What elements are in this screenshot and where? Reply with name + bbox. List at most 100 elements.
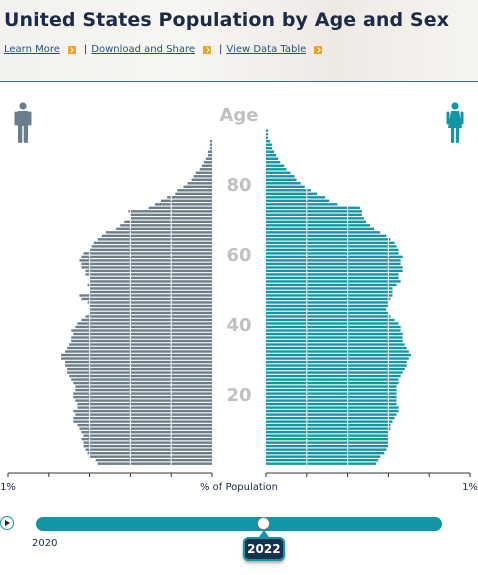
- female-bar: [266, 427, 391, 430]
- male-bar: [71, 378, 213, 381]
- chevron-right-icon[interactable]: [67, 45, 76, 54]
- male-bar: [71, 339, 213, 343]
- male-bar: [75, 413, 212, 416]
- female-bar: [266, 175, 295, 178]
- page-title: United States Population by Age and Sex: [4, 9, 450, 31]
- female-bar: [266, 133, 269, 136]
- female-bar: [266, 406, 399, 409]
- male-bar: [89, 304, 212, 308]
- male-bar: [73, 381, 212, 385]
- male-bar: [73, 416, 212, 420]
- female-bar: [266, 434, 389, 437]
- male-bar: [73, 395, 212, 399]
- female-bar: [266, 231, 381, 234]
- female-bar: [266, 203, 338, 206]
- female-bar: [266, 416, 395, 420]
- x-tick-label-left: 1%: [0, 482, 16, 493]
- age-tick-label: 80: [226, 175, 251, 196]
- male-bar: [93, 241, 212, 245]
- female-bar: [266, 213, 362, 217]
- female-bar: [266, 199, 330, 203]
- male-bar: [69, 374, 212, 378]
- age-tick-label: 60: [226, 245, 251, 266]
- female-bar: [266, 154, 277, 157]
- age-tick-label: 40: [226, 315, 251, 336]
- female-bar: [266, 360, 407, 364]
- male-bar: [83, 252, 212, 255]
- male-bar: [183, 185, 212, 188]
- female-bar: [266, 374, 401, 378]
- male-bar: [85, 269, 212, 273]
- male-bar: [81, 266, 212, 269]
- male-bar: [85, 273, 212, 276]
- female-bar: [266, 409, 399, 413]
- female-bar: [266, 385, 397, 388]
- female-bar: [266, 430, 389, 434]
- male-bar: [65, 360, 213, 364]
- view-data-table-link[interactable]: View Data Table: [226, 44, 307, 55]
- male-bar: [73, 332, 212, 336]
- female-bar: [266, 287, 393, 290]
- male-bar: [209, 147, 212, 150]
- male-bar: [154, 203, 212, 206]
- female-bar: [266, 269, 403, 273]
- male-bar: [83, 444, 212, 448]
- female-bar: [266, 413, 397, 416]
- male-bar: [75, 388, 212, 392]
- female-bar: [266, 280, 401, 283]
- learn-more-link[interactable]: Learn More: [4, 44, 60, 55]
- female-bar: [266, 451, 385, 455]
- female-bar: [266, 206, 360, 210]
- female-bar: [266, 241, 395, 245]
- male-bar: [128, 210, 212, 213]
- female-bar: [266, 171, 291, 174]
- male-bar: [75, 399, 212, 402]
- year-timeline-slider[interactable]: [36, 517, 442, 531]
- male-bar: [73, 420, 212, 423]
- female-bar: [266, 192, 317, 195]
- page-header: United States Population by Age and Sex …: [0, 0, 478, 82]
- male-bar: [71, 336, 213, 339]
- male-bar: [67, 371, 212, 374]
- male-bar: [61, 353, 212, 357]
- female-bar: [266, 441, 389, 444]
- male-bar: [105, 231, 212, 234]
- male-bar: [77, 402, 212, 406]
- male-bar: [65, 364, 213, 367]
- male-bar: [205, 157, 212, 160]
- female-bar: [266, 371, 403, 374]
- male-bar: [97, 238, 212, 241]
- female-bar: [266, 189, 311, 192]
- male-bar: [89, 287, 212, 290]
- download-share-link[interactable]: Download and Share: [91, 44, 196, 55]
- male-bar: [67, 346, 212, 350]
- chevron-right-icon[interactable]: [314, 45, 323, 54]
- male-bar: [116, 227, 212, 231]
- male-bar: [148, 206, 212, 210]
- female-bar: [266, 210, 362, 213]
- female-bar: [266, 399, 397, 402]
- female-bar: [266, 227, 375, 231]
- female-bar: [266, 157, 279, 160]
- female-bar: [266, 248, 399, 252]
- age-tick-label: 20: [226, 385, 251, 406]
- male-bar: [77, 406, 212, 409]
- play-button[interactable]: [0, 516, 14, 530]
- male-bar: [87, 451, 212, 455]
- male-bar: [69, 343, 212, 346]
- female-bar: [266, 332, 403, 336]
- female-bar: [266, 196, 326, 199]
- chevron-right-icon[interactable]: [203, 45, 212, 54]
- male-bar: [85, 448, 212, 451]
- female-bar: [266, 290, 393, 294]
- male-bar: [199, 168, 212, 171]
- timeline-handle[interactable]: [256, 517, 270, 530]
- female-bar: [266, 402, 397, 406]
- female-bar: [266, 259, 401, 262]
- female-bar: [266, 164, 285, 167]
- male-bar: [81, 255, 212, 259]
- male-bar: [77, 423, 212, 427]
- female-bar: [266, 304, 389, 308]
- male-bar: [89, 276, 212, 280]
- female-bar: [266, 262, 401, 266]
